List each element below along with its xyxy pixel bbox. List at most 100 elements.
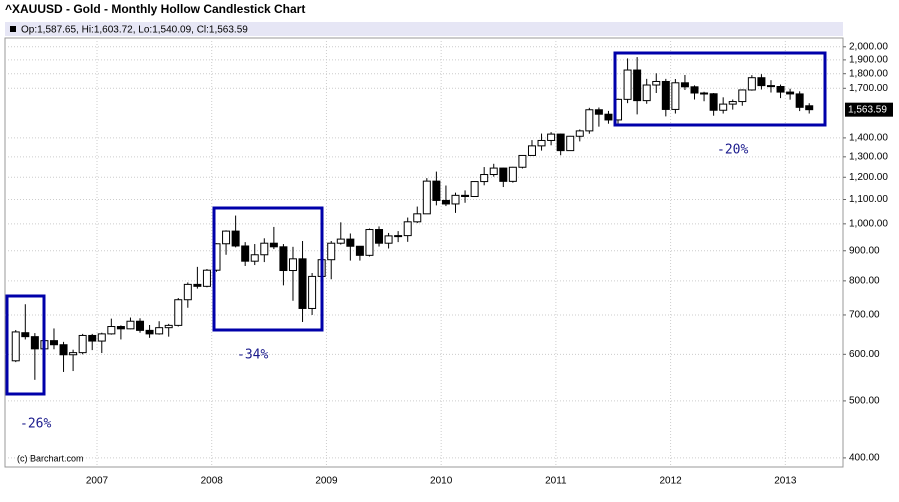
candle-body	[59, 344, 68, 356]
candle-body	[499, 167, 508, 182]
candle-body	[375, 229, 384, 244]
candle-body	[346, 238, 355, 247]
x-tick-label: 2009	[315, 476, 338, 487]
y-tick-label: 600.00	[849, 349, 880, 360]
y-tick-label: 1,200.00	[849, 172, 888, 183]
candle-body	[470, 181, 479, 197]
candle-body	[126, 320, 135, 330]
chart-title: ^XAUUSD - Gold - Monthly Hollow Candlest…	[5, 2, 305, 16]
x-tick-label: 2011	[545, 476, 567, 487]
candle-body	[594, 109, 603, 115]
candle-body	[786, 91, 795, 95]
candle-body	[575, 130, 584, 137]
annotation: -20%	[717, 143, 748, 158]
candle-body	[585, 109, 594, 132]
candle-body	[776, 86, 785, 93]
candle-body	[241, 245, 250, 262]
candle-body	[298, 258, 307, 309]
candle-body	[652, 80, 661, 86]
candle-body	[432, 180, 441, 201]
candle-body	[508, 166, 517, 182]
candle-body	[174, 299, 183, 326]
candle-body	[527, 145, 536, 156]
y-tick-label: 1,300.00	[849, 151, 888, 162]
candle-body	[327, 242, 336, 261]
candle-body	[728, 101, 737, 105]
candle-body	[155, 327, 164, 335]
y-tick-label: 1,800.00	[849, 68, 888, 79]
candle-body	[279, 246, 288, 272]
candle-body	[747, 77, 756, 91]
x-tick-label: 2008	[201, 476, 224, 487]
candle-body	[671, 82, 680, 110]
candle-body	[518, 154, 527, 168]
candle-body	[231, 230, 240, 247]
candle-body	[661, 80, 670, 110]
candle-body	[97, 333, 106, 342]
y-tick-label: 1,000.00	[849, 218, 888, 229]
candle-body	[690, 86, 699, 94]
y-tick-label: 1,100.00	[849, 194, 888, 205]
y-tick-label: 500.00	[849, 396, 880, 407]
candle-body	[556, 133, 565, 152]
info-bar	[5, 22, 843, 36]
candle-body	[136, 320, 145, 331]
candle-body	[461, 194, 470, 197]
candle-body	[413, 213, 422, 223]
y-tick-label: 800.00	[849, 275, 880, 286]
candle-body	[604, 113, 613, 121]
candle-body	[633, 69, 642, 102]
candle-body	[441, 199, 450, 205]
x-tick-label: 2013	[774, 476, 797, 487]
highlight-box	[212, 206, 324, 332]
plot-frame	[4, 37, 844, 468]
candle-body	[164, 324, 173, 329]
x-tick-label: 2007	[86, 476, 109, 487]
candle-body	[183, 283, 192, 301]
y-tick-label: 900.00	[849, 245, 880, 256]
candle-body	[766, 85, 775, 88]
candle-body	[355, 245, 364, 256]
highlight-box	[613, 51, 827, 127]
y-tick-label: 1,900.00	[849, 55, 888, 66]
candle-body	[709, 93, 718, 111]
annotation: -26%	[20, 417, 51, 432]
candle-body	[107, 326, 116, 335]
candle-body	[78, 334, 87, 354]
candle-body	[795, 93, 804, 108]
candle-body	[222, 230, 231, 245]
x-tick-label: 2012	[659, 476, 682, 487]
y-tick-label: 2,000.00	[849, 41, 888, 52]
candle-body	[805, 105, 814, 111]
candle-body	[49, 340, 58, 346]
candle-body	[547, 133, 556, 141]
candle-body	[308, 275, 317, 309]
candle-body	[384, 235, 393, 244]
candle-body	[566, 135, 575, 152]
candle-body	[260, 242, 269, 256]
candle-body	[11, 331, 20, 362]
candle-body	[21, 332, 30, 338]
candle-body	[269, 242, 278, 248]
candle-body	[69, 352, 78, 356]
highlight-box	[5, 294, 46, 396]
candle-body	[451, 194, 460, 205]
candle-body	[700, 92, 709, 95]
candle-body	[489, 167, 498, 176]
candle-body	[719, 103, 728, 111]
candle-body	[336, 238, 345, 244]
credit: (c) Barchart.com	[17, 453, 84, 463]
y-tick-label: 700.00	[849, 310, 880, 321]
candle-body	[422, 180, 431, 215]
candle-body	[250, 254, 259, 262]
candle-body	[738, 89, 747, 103]
info-icon	[10, 26, 16, 32]
plot-area	[5, 38, 846, 467]
candle-body	[202, 269, 211, 287]
candle-body	[623, 69, 632, 100]
candle-body	[288, 258, 297, 272]
y-tick-label: 1,400.00	[849, 133, 888, 144]
candle-body	[480, 174, 489, 183]
candle-body	[145, 329, 154, 335]
candle-body	[88, 334, 97, 342]
